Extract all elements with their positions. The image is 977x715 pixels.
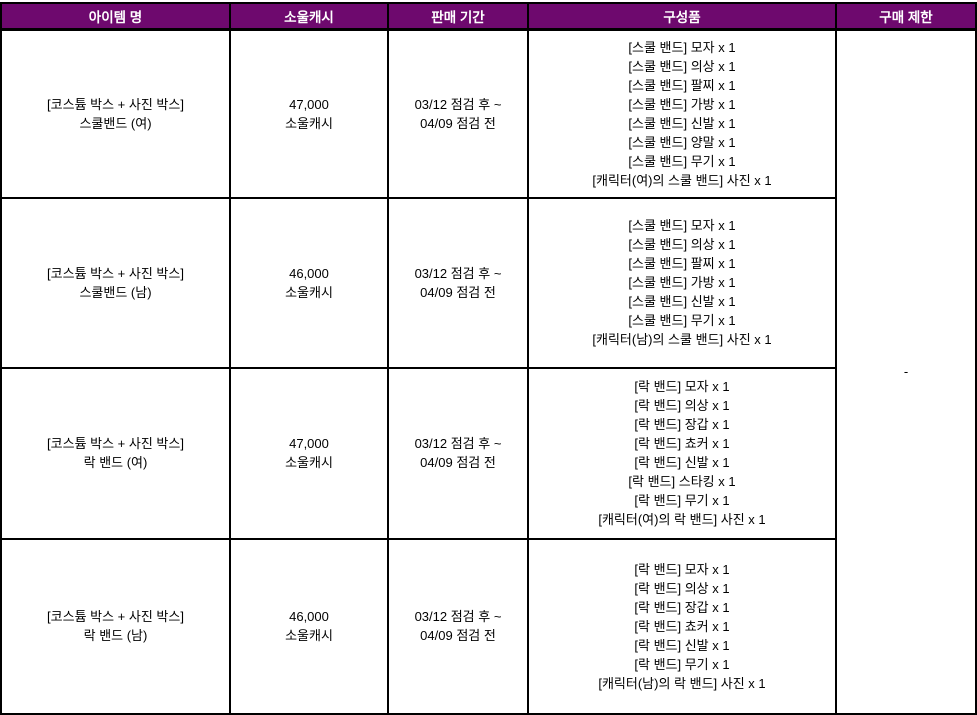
table-row: [코스튬 박스 + 사진 박스] 스쿨밴드 (여) 47,000 소울캐시 03/1… <box>0 28 977 715</box>
price-cell: 47,000 소울캐시 <box>229 366 389 540</box>
period-cell: 03/12 점검 후 ~04/09 점검 전 <box>387 196 529 369</box>
item-name-cell: [코스튬 박스 + 사진 박스] 스쿨밴드 (남) <box>0 196 231 369</box>
item-name-cell: [코스튬 박스 + 사진 박스] 락 밴드 (여) <box>0 366 231 540</box>
header-item-name: 아이템 명 <box>0 2 231 31</box>
table-row: [코스튬 박스 + 사진 박스] 스쿨밴드 (남) 46,000 소울캐시 03/1… <box>0 196 976 369</box>
item-name-cell: [코스튬 박스 + 사진 박스] 락 밴드 (남) <box>0 537 231 715</box>
components-cell: [락 밴드] 모자 x 1 [락 밴드] 의상 x 1 [락 밴드] 장갑 x 1[… <box>527 366 837 540</box>
header-soul-cash: 소울캐시 <box>229 2 389 31</box>
table-row: [코스튬 박스 + 사진 박스] 락 밴드 (여) 47,000 소울캐시 03/1… <box>0 366 976 540</box>
components-cell: [락 밴드] 모자 x 1 [락 밴드] 의상 x 1 [락 밴드] 장갑 x 1[… <box>527 537 837 715</box>
header-components: 구성품 <box>527 2 837 31</box>
period-cell: 03/12 점검 후 ~04/09 점검 전 <box>387 366 529 540</box>
table-header-row: 아이템 명 소울캐시 판매 기간 구성품 구매 제한 <box>0 2 977 31</box>
components-cell: [스쿨 밴드] 모자 x 1 [스쿨 밴드] 의상 x 1 [스쿨 밴드] 팔찌 x… <box>527 28 837 199</box>
components-cell: [스쿨 밴드] 모자 x 1 [스쿨 밴드] 의상 x 1 [스쿨 밴드] 팔찌 x… <box>527 196 837 369</box>
purchase-limit-cell: - <box>835 28 977 715</box>
price-cell: 46,000 소울캐시 <box>229 537 389 715</box>
table-row: [코스튬 박스 + 사진 박스] 락 밴드 (남) 46,000 소울캐시 03/1… <box>0 537 976 715</box>
period-cell: 03/12 점검 후 ~04/09 점검 전 <box>387 537 529 715</box>
price-cell: 46,000 소울캐시 <box>229 196 389 369</box>
period-cell: 03/12 점검 후 ~04/09 점검 전 <box>387 28 529 199</box>
price-cell: 47,000 소울캐시 <box>229 28 389 199</box>
table-body: [코스튬 박스 + 사진 박스] 스쿨밴드 (여) 47,000 소울캐시 03/1… <box>0 28 977 715</box>
header-purchase-limit: 구매 제한 <box>835 2 977 31</box>
header-sale-period: 판매 기간 <box>387 2 529 31</box>
item-name-cell: [코스튬 박스 + 사진 박스] 스쿨밴드 (여) <box>0 28 231 199</box>
